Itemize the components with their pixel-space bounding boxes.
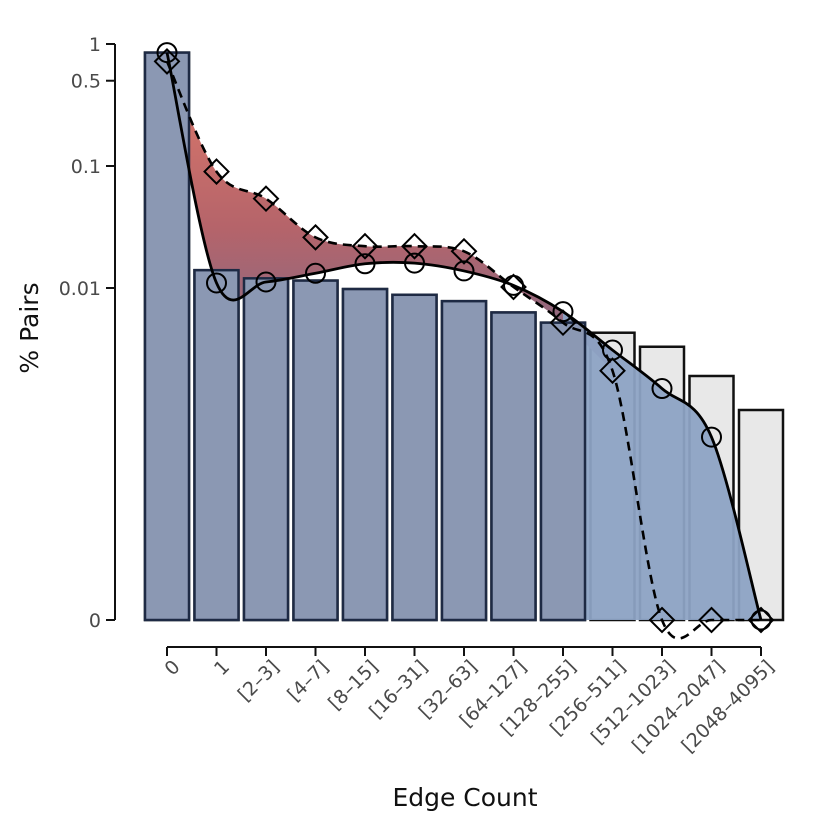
x-tick-label-1: 1 bbox=[210, 656, 234, 680]
gap-area bbox=[167, 52, 613, 371]
y-axis-title: % Pairs bbox=[15, 282, 44, 373]
circle-marker-8 bbox=[552, 301, 574, 323]
bar-filled-4 bbox=[341, 287, 389, 622]
diamond-marker-6 bbox=[450, 237, 478, 265]
bar-filled-1 bbox=[193, 268, 240, 622]
y-tick-label-3: 0.5 bbox=[71, 71, 101, 93]
circle-marker-4 bbox=[354, 253, 376, 275]
x-tick-label-2: [2–3] bbox=[234, 656, 284, 706]
series-markers bbox=[153, 42, 775, 634]
circle-marker-5 bbox=[404, 252, 425, 274]
bar-filled-6 bbox=[440, 299, 488, 622]
circle-marker-9 bbox=[602, 339, 623, 361]
diamond-marker-2 bbox=[252, 185, 280, 213]
diamond-marker-1 bbox=[203, 158, 230, 185]
bar-filled-2 bbox=[242, 277, 290, 622]
circle-marker-11 bbox=[701, 426, 722, 448]
y-tick-label-0: 0 bbox=[89, 610, 101, 632]
filled-bars bbox=[143, 51, 587, 622]
diamond-marker-8 bbox=[549, 309, 577, 337]
diamond-marker-3 bbox=[302, 223, 329, 251]
circle-marker-12 bbox=[750, 609, 772, 631]
fill-areas bbox=[167, 52, 761, 620]
circle-marker-1 bbox=[206, 272, 227, 294]
y-tick-label-4: 1 bbox=[89, 34, 101, 56]
diamond-marker-9 bbox=[599, 357, 626, 385]
circle-marker-7 bbox=[503, 274, 524, 296]
bar-filled-3 bbox=[292, 279, 339, 622]
solid-series-line bbox=[165, 52, 763, 621]
circle-marker-0 bbox=[156, 42, 178, 64]
circle-marker-2 bbox=[255, 271, 277, 293]
bar-filled-8 bbox=[539, 321, 587, 622]
circle-marker-6 bbox=[453, 260, 475, 282]
y-tick-label-1: 0.01 bbox=[59, 278, 101, 300]
x-axis-title: Edge Count bbox=[392, 783, 537, 812]
diamond-marker-7 bbox=[500, 273, 527, 301]
diamond-marker-10 bbox=[648, 606, 676, 634]
diamond-marker-11 bbox=[698, 606, 725, 634]
tail-area bbox=[563, 311, 761, 620]
x-tick-label-0: 0 bbox=[160, 656, 184, 680]
series-lines bbox=[165, 52, 763, 640]
dashed-series-line bbox=[165, 60, 761, 640]
bar-filled-5 bbox=[391, 293, 438, 622]
y-tick-label-2: 0.1 bbox=[71, 156, 101, 178]
diamond-marker-5 bbox=[401, 232, 428, 260]
bar-filled-0 bbox=[143, 51, 191, 622]
circle-marker-10 bbox=[651, 378, 673, 400]
circle-marker-3 bbox=[305, 262, 326, 284]
diamond-marker-4 bbox=[351, 232, 379, 260]
bar-filled-7 bbox=[490, 311, 537, 622]
